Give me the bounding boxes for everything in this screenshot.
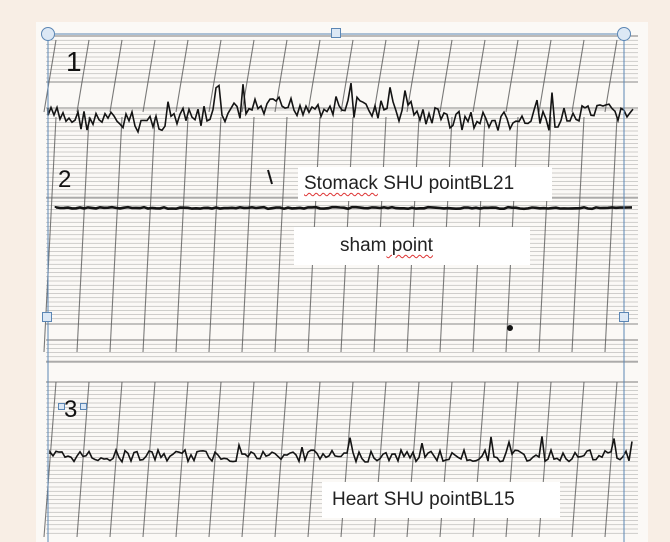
resize-handle-top-right[interactable] bbox=[617, 27, 631, 41]
channel-number-1: 1 bbox=[66, 46, 82, 77]
grid-line bbox=[604, 39, 618, 113]
resize-handle-top-middle[interactable] bbox=[331, 28, 341, 38]
artifact-dot bbox=[507, 325, 513, 331]
grid-line bbox=[43, 381, 57, 538]
stomach-label: Stomack SHU pointBL21 bbox=[298, 167, 552, 201]
grid-line bbox=[571, 381, 585, 538]
grid-line bbox=[439, 39, 453, 113]
resize-handle-top-left[interactable] bbox=[41, 27, 55, 41]
grid-line bbox=[43, 39, 57, 113]
sham-label-rest: point bbox=[386, 235, 433, 256]
grid-line bbox=[472, 39, 486, 113]
grid-line bbox=[208, 39, 222, 113]
grid-line bbox=[175, 39, 189, 113]
grid-line bbox=[406, 39, 420, 113]
grid-line bbox=[241, 381, 255, 538]
grid-line bbox=[307, 39, 321, 113]
heart-label-word: Heart bbox=[332, 489, 379, 510]
grid-line bbox=[538, 39, 552, 113]
grid-line bbox=[142, 39, 156, 113]
grid-line bbox=[373, 39, 387, 113]
grid-line bbox=[571, 39, 585, 113]
sham-point-label: sham point bbox=[294, 227, 530, 265]
heart-label-rest: SHU pointBL15 bbox=[378, 489, 515, 510]
grid-line bbox=[604, 381, 618, 538]
channel-number-2: 2 bbox=[58, 166, 72, 193]
grid-line bbox=[109, 39, 123, 113]
ecg-chart-paper bbox=[43, 35, 638, 538]
resize-handle-middle-left[interactable] bbox=[42, 312, 52, 322]
grid-line bbox=[241, 39, 255, 113]
sham-label-word: sham bbox=[340, 235, 387, 256]
stomach-label-word: Stomack bbox=[304, 173, 378, 194]
grid-line bbox=[175, 381, 189, 538]
inner-handle-right[interactable] bbox=[80, 403, 87, 410]
stomach-label-rest: SHU pointBL21 bbox=[377, 173, 515, 194]
trace-2 bbox=[54, 205, 633, 211]
ecg-recording-image[interactable]: 1 2 3 Stomack SHU pointBL21 sham point H… bbox=[36, 22, 648, 542]
grid-line bbox=[307, 381, 321, 538]
grid-line bbox=[505, 39, 519, 113]
resize-handle-middle-right[interactable] bbox=[619, 312, 629, 322]
heart-label: Heart SHU pointBL15 bbox=[322, 482, 560, 518]
inner-handle-left[interactable] bbox=[58, 403, 65, 410]
channel-number-3: 3 bbox=[64, 396, 78, 423]
grid-line bbox=[142, 381, 156, 538]
